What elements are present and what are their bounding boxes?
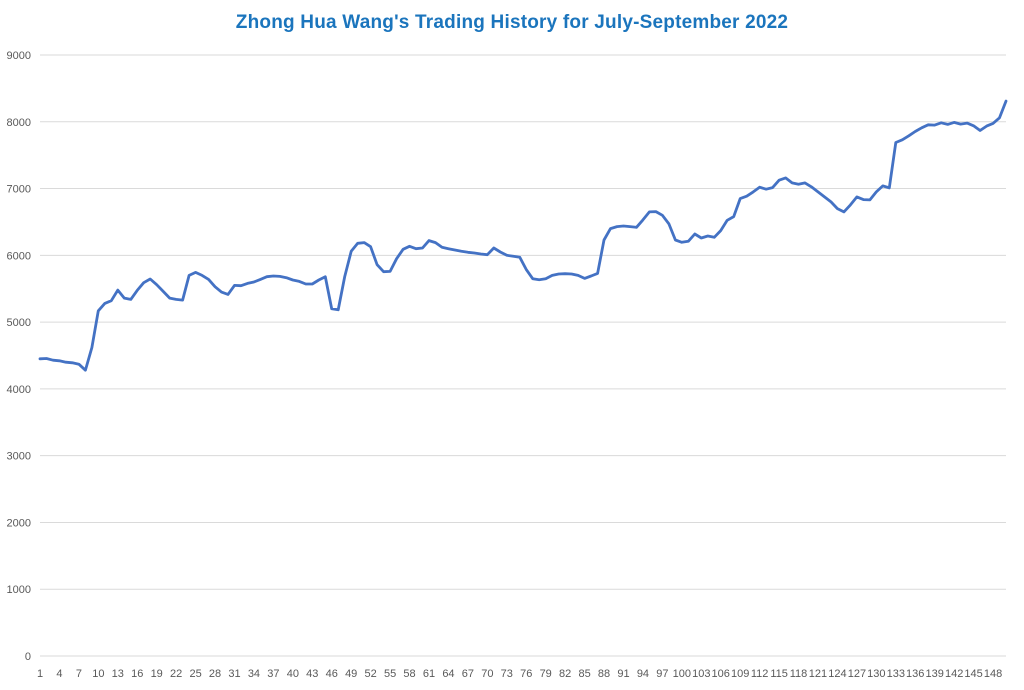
x-axis-tick-label: 106 (712, 668, 730, 680)
x-axis-tick-label: 100 (673, 668, 691, 680)
x-axis-tick-label: 133 (887, 668, 905, 680)
x-axis-tick-label: 142 (945, 668, 963, 680)
x-axis-tick-label: 1 (37, 668, 43, 680)
x-axis-tick-label: 136 (906, 668, 924, 680)
x-axis-tick-label: 58 (403, 668, 415, 680)
gridlines-group (40, 54, 1006, 657)
x-axis-tick-label: 43 (306, 668, 318, 680)
x-axis-tick-label: 25 (189, 668, 201, 680)
x-axis-tick-label: 4 (56, 668, 62, 680)
x-axis-tick-label: 52 (365, 668, 377, 680)
x-axis-tick-label: 85 (578, 668, 590, 680)
x-axis-tick-label: 127 (848, 668, 866, 680)
x-axis-tick-label: 34 (248, 668, 260, 680)
y-axis-tick-label: 4000 (7, 384, 31, 396)
x-axis-tick-label: 94 (637, 668, 649, 680)
x-axis-tick-label: 7 (76, 668, 82, 680)
x-axis-tick-label: 13 (112, 668, 124, 680)
x-axis-tick-label: 10 (92, 668, 104, 680)
y-axis-tick-label: 0 (25, 651, 31, 663)
x-axis-tick-label: 112 (751, 668, 769, 680)
y-axis-tick-label: 1000 (7, 584, 31, 596)
y-axis-tick-label: 6000 (7, 250, 31, 262)
x-axis-tick-label: 73 (501, 668, 513, 680)
x-axis-tick-label: 79 (540, 668, 552, 680)
x-axis-tick-label: 130 (867, 668, 885, 680)
price-line-series (38, 99, 1008, 372)
x-axis-tick-label: 103 (692, 668, 710, 680)
x-axis-tick-label: 148 (984, 668, 1002, 680)
x-axis-tick-label: 28 (209, 668, 221, 680)
x-axis-tick-label: 97 (656, 668, 668, 680)
x-axis-tick-label: 64 (442, 668, 454, 680)
x-axis-tick-label: 76 (520, 668, 532, 680)
y-axis-tick-label: 5000 (7, 317, 31, 329)
y-axis-tick-label: 3000 (7, 451, 31, 463)
x-axis-tick-label: 55 (384, 668, 396, 680)
x-axis-tick-label: 31 (228, 668, 240, 680)
x-axis-tick-label: 19 (151, 668, 163, 680)
x-axis-tick-label: 118 (790, 668, 808, 680)
x-axis-tick-label: 91 (617, 668, 629, 680)
x-axis-tick-label: 124 (828, 668, 846, 680)
x-axis-tick-label: 88 (598, 668, 610, 680)
x-axis-tick-label: 37 (267, 668, 279, 680)
x-axis-tick-label: 139 (926, 668, 944, 680)
x-axis-tick-label: 16 (131, 668, 143, 680)
y-axis-labels-group: 0 1000 2000 3000 4000 5000 6000 7000 8000 9000 (7, 50, 31, 663)
x-axis-tick-label: 70 (481, 668, 493, 680)
x-axis-tick-label: 115 (770, 668, 788, 680)
x-axis-tick-label: 145 (964, 668, 982, 680)
x-axis-tick-label: 40 (287, 668, 299, 680)
y-axis-tick-label: 8000 (7, 117, 31, 129)
x-axis-tick-label: 109 (731, 668, 749, 680)
y-axis-tick-label: 9000 (7, 50, 31, 62)
chart-title: Zhong Hua Wang's Trading History for Jul… (235, 12, 789, 33)
y-axis-tick-label: 7000 (7, 184, 31, 196)
x-axis-tick-label: 61 (423, 668, 435, 680)
x-axis-tick-label: 46 (326, 668, 338, 680)
x-axis-tick-label: 49 (345, 668, 357, 680)
y-axis-tick-label: 2000 (7, 517, 31, 529)
x-axis-tick-label: 67 (462, 668, 474, 680)
x-axis-labels-group: 1 4 7 10 13 16 19 22 25 28 31 34 37 40 43 46 49 52 55 58 61 6… (37, 668, 1002, 680)
x-axis-tick-label: 22 (170, 668, 182, 680)
x-axis-tick-label: 121 (809, 668, 827, 680)
x-axis-tick-label: 82 (559, 668, 571, 680)
